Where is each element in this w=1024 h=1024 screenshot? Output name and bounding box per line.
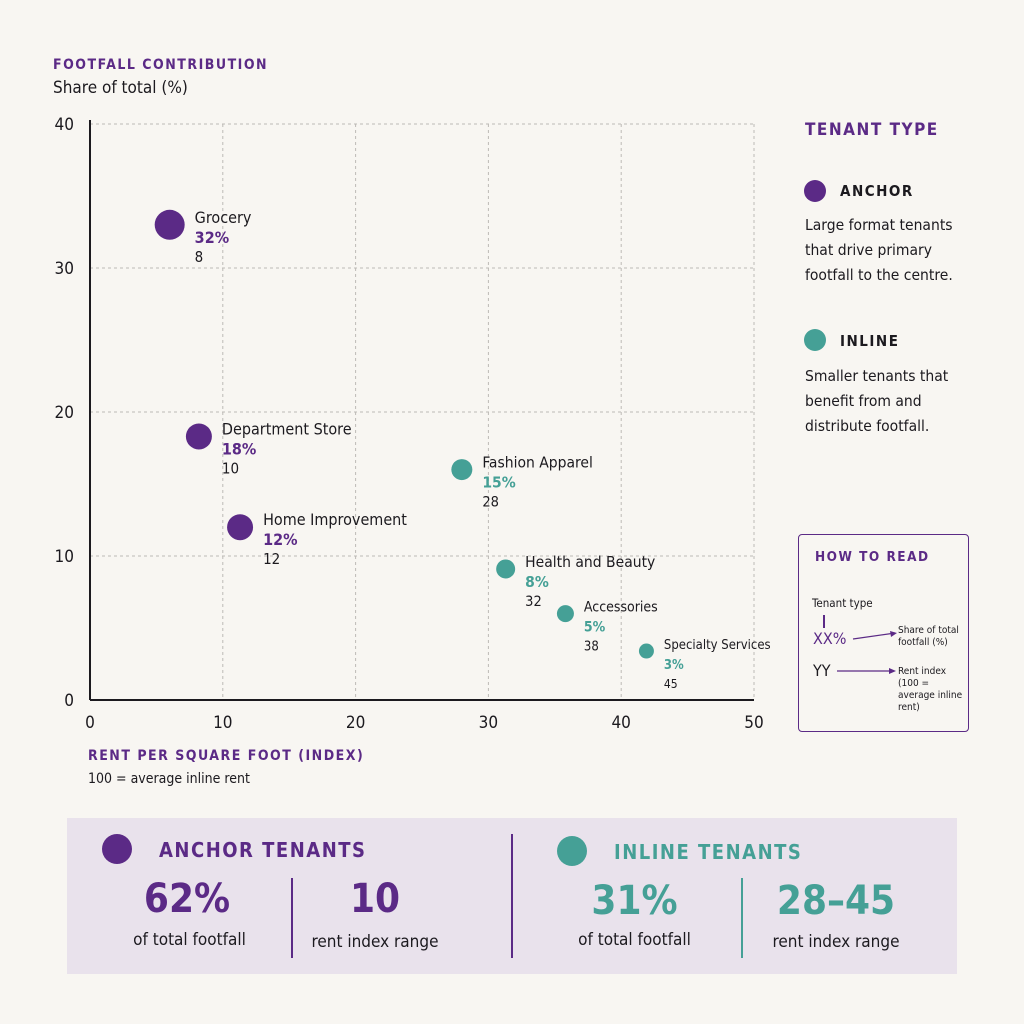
y-tick-label: 20: [55, 403, 74, 423]
summary-inline-rent-label: rent index range: [772, 932, 900, 952]
how-to-read-xx-desc: Share of total footfall (%): [898, 625, 959, 648]
y-tick-label: 0: [64, 691, 74, 711]
point-label: Home Improvement: [263, 510, 407, 529]
data-point: [227, 514, 254, 541]
how-to-read-title: HOW TO READ: [815, 549, 930, 565]
point-label: Specialty Services: [664, 638, 771, 653]
x-tick-label: 50: [744, 713, 763, 733]
summary-anchor-divider: [291, 878, 293, 958]
summary-inline-swatch: [557, 836, 587, 866]
chart-grid: [90, 123, 755, 700]
point-share: 5%: [584, 620, 606, 636]
data-point: [451, 459, 473, 481]
how-to-read-arrow-icon: [852, 631, 897, 640]
summary-center-divider: [511, 834, 513, 958]
point-share: 18%: [222, 439, 256, 458]
point-label: Health and Beauty: [525, 553, 655, 571]
y-axis-subtitle: Share of total (%): [53, 78, 188, 98]
point-label: Department Store: [222, 419, 352, 438]
point-index: 32: [525, 594, 542, 610]
legend-anchor-name: ANCHOR: [840, 182, 914, 200]
data-point: [185, 423, 212, 450]
how-to-read-box: HOW TO READ Tenant type XX% Share of tot…: [798, 534, 969, 732]
x-tick-label: 40: [611, 713, 630, 733]
point-index: 10: [222, 459, 239, 477]
legend-anchor-desc: Large format tenants that drive primary …: [805, 216, 953, 284]
point-share: 8%: [525, 573, 549, 591]
how-to-read-tick: [823, 615, 825, 628]
summary-inline-rent: 28–45: [776, 878, 896, 924]
point-label: Grocery: [195, 208, 252, 227]
point-share: 3%: [664, 658, 684, 673]
point-share: 32%: [195, 228, 229, 247]
data-point: [496, 559, 516, 579]
summary-inline-footfall-label: of total footfall: [578, 930, 691, 950]
how-to-read-yy-desc: Rent index (100 = average inline rent): [898, 666, 963, 713]
y-tick-label: 40: [55, 115, 74, 135]
legend-inline-desc: Smaller tenants that benefit from and di…: [805, 367, 949, 435]
x-tick-label: 10: [213, 713, 232, 733]
chart-ticks: 0 10 20 30 40 50 0 10 20 30 40: [55, 115, 764, 733]
how-to-read-yy: YY: [813, 661, 831, 680]
summary-anchor-swatch: [102, 834, 132, 864]
y-tick-label: 30: [55, 259, 74, 279]
summary-inline-divider: [741, 878, 743, 958]
legend-title: TENANT TYPE: [805, 120, 939, 140]
point-index: 45: [664, 677, 678, 691]
data-point: [154, 209, 185, 240]
summary-anchor-footfall: 62%: [143, 876, 231, 922]
point-label: Fashion Apparel: [482, 454, 593, 472]
summary-anchor-rent: 10: [349, 876, 401, 922]
x-tick-label: 30: [479, 713, 498, 733]
point-label: Accessories: [584, 600, 658, 616]
chart-axes: [89, 120, 754, 701]
legend-inline-swatch: [804, 329, 826, 351]
summary-anchor-title: ANCHOR TENANTS: [159, 838, 367, 862]
how-to-read-tenant-type: Tenant type: [812, 596, 873, 610]
how-to-read-arrow-icon-2: [837, 668, 896, 674]
summary-inline-footfall: 31%: [591, 878, 678, 924]
legend-anchor-swatch: [804, 180, 826, 202]
point-index: 28: [482, 495, 499, 511]
summary-inline-title: INLINE TENANTS: [614, 840, 803, 864]
summary-band: ANCHOR TENANTS 62% of total footfall 10 …: [67, 818, 957, 974]
x-tick-label: 0: [85, 713, 95, 733]
point-index: 12: [263, 550, 280, 568]
data-point: [638, 643, 654, 659]
point-index: 38: [584, 640, 599, 655]
how-to-read-xx: XX%: [813, 629, 847, 648]
y-tick-label: 10: [55, 547, 74, 567]
summary-anchor-footfall-label: of total footfall: [133, 930, 246, 950]
y-axis-title: FOOTFALL CONTRIBUTION: [53, 57, 269, 73]
x-tick-label: 20: [346, 713, 365, 733]
data-point: [556, 605, 574, 623]
point-share: 15%: [482, 474, 515, 492]
summary-anchor-rent-label: rent index range: [311, 932, 439, 952]
point-share: 12%: [263, 530, 297, 549]
legend-inline-name: INLINE: [840, 332, 900, 350]
point-index: 8: [195, 248, 204, 266]
x-axis-subtitle: 100 = average inline rent: [88, 771, 250, 787]
x-axis-title: RENT PER SQUARE FOOT (INDEX): [88, 748, 365, 764]
